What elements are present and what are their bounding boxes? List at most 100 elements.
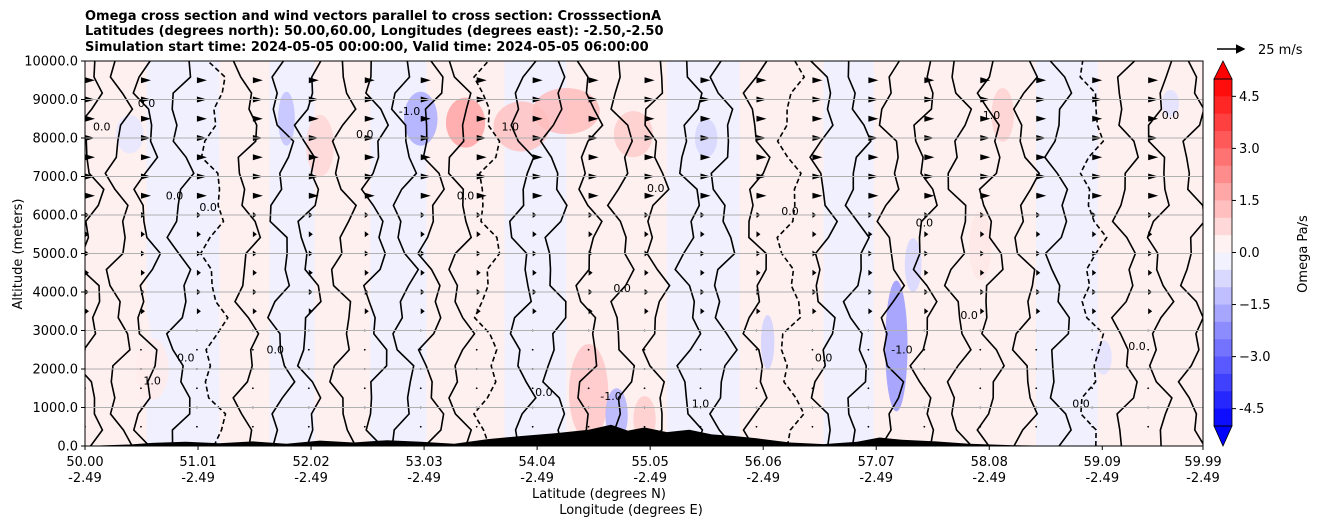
quiver-key-label: 25 m/s xyxy=(1258,43,1303,58)
wind-vector xyxy=(308,192,319,199)
colorbar-level xyxy=(1214,96,1232,115)
wind-vector xyxy=(85,269,89,276)
x-tick-label-lat: 53.03 xyxy=(405,455,442,470)
wind-vector xyxy=(420,192,431,199)
wind-vector xyxy=(1035,348,1038,351)
wind-vector xyxy=(364,269,369,276)
colorbar-level xyxy=(1214,131,1232,149)
colorbar-level xyxy=(1214,217,1232,236)
wind-vector xyxy=(251,348,254,351)
colorbar-tick-label: 3.0 xyxy=(1239,142,1260,157)
wind-vector xyxy=(588,192,599,199)
wind-vector xyxy=(308,154,319,161)
x-tick-label-lat: 55.05 xyxy=(632,455,669,470)
wind-vector xyxy=(420,269,425,276)
y-tick-label: 9000.0 xyxy=(33,93,79,108)
wind-vector xyxy=(1092,269,1097,276)
contour-label: 1.0 xyxy=(983,109,1001,122)
wind-vector xyxy=(1147,387,1150,390)
contour-label: 0.0 xyxy=(356,128,374,141)
wind-vector xyxy=(1036,192,1047,199)
x-tick-label-lat: 54.04 xyxy=(519,455,556,470)
wind-vector xyxy=(1092,154,1103,161)
wind-vector xyxy=(252,77,263,84)
wind-vector xyxy=(363,348,366,351)
wind-vector xyxy=(252,115,263,122)
wind-vector xyxy=(587,425,590,428)
wind-vector xyxy=(196,115,207,122)
wind-vector xyxy=(476,154,487,161)
x-tick-label-lon: -2.49 xyxy=(972,471,1006,486)
wind-vector xyxy=(363,387,366,390)
colorbar-level xyxy=(1214,356,1232,375)
wind-vector xyxy=(868,308,873,315)
wind-vector xyxy=(1147,348,1150,351)
wind-vector xyxy=(1036,231,1041,238)
colorbar-level xyxy=(1214,113,1232,132)
wind-vector xyxy=(812,308,817,315)
wind-vector xyxy=(531,348,534,351)
wind-vector xyxy=(1091,348,1094,351)
x-tick-label-lat: 51.01 xyxy=(179,455,216,470)
colorbar-max-extend xyxy=(1213,60,1233,80)
contour-label: 0.0 xyxy=(647,182,665,195)
colorbar-level xyxy=(1214,321,1232,340)
wind-vector xyxy=(252,192,263,199)
wind-vector xyxy=(140,231,145,238)
wind-vector xyxy=(924,269,929,276)
wind-vector xyxy=(756,269,761,276)
y-tick-label: 8000.0 xyxy=(33,132,79,147)
wind-vector xyxy=(420,115,431,122)
wind-vector xyxy=(811,387,814,390)
y-tick-label: 0.0 xyxy=(57,440,78,455)
wind-vector xyxy=(700,115,711,122)
wind-vector xyxy=(700,77,711,84)
wind-vector xyxy=(532,269,537,276)
contour-label: 0.0 xyxy=(613,282,631,295)
wind-vector xyxy=(364,231,369,238)
wind-vector xyxy=(252,154,263,161)
wind-vector xyxy=(196,387,198,390)
wind-vector xyxy=(699,348,702,351)
colorbar-level xyxy=(1214,252,1232,271)
contour-label: 0.0 xyxy=(815,351,833,364)
wind-vector xyxy=(867,348,870,351)
wind-vector xyxy=(811,425,814,428)
wind-vector xyxy=(196,269,201,276)
x-tick-label-lat: 58.08 xyxy=(971,455,1008,470)
wind-vector xyxy=(588,154,599,161)
wind-vector xyxy=(308,115,319,122)
wind-vector xyxy=(140,308,145,315)
wind-vector xyxy=(308,269,313,276)
wind-vector xyxy=(979,348,982,351)
wind-vector xyxy=(1035,387,1038,390)
x-tick-label-lat: 56.06 xyxy=(745,455,782,470)
wind-vector xyxy=(252,231,257,238)
wind-vector xyxy=(979,387,982,390)
wind-vector xyxy=(812,231,817,238)
wind-vector xyxy=(85,231,89,238)
chart-title-line-2: Latitudes (degrees north): 50.00,60.00, … xyxy=(85,24,664,39)
wind-vector xyxy=(924,231,929,238)
colorbar-label: Omega Pa/s xyxy=(1296,215,1311,293)
wind-vector xyxy=(140,192,151,199)
wind-vector xyxy=(1148,77,1159,84)
wind-vector xyxy=(532,192,543,199)
wind-vector xyxy=(868,115,879,122)
colorbar-tick-label: 4.5 xyxy=(1239,90,1260,105)
contour-label: 0.0 xyxy=(177,351,195,364)
wind-vector xyxy=(364,192,375,199)
colorbar-level xyxy=(1214,148,1232,167)
wind-vector xyxy=(1092,308,1097,315)
wind-vector xyxy=(532,115,543,122)
x-tick-label-lon: -2.49 xyxy=(407,471,441,486)
wind-vector xyxy=(812,77,823,84)
wind-vector xyxy=(980,192,991,199)
x-tick-label-lon: -2.49 xyxy=(68,471,102,486)
wind-vector xyxy=(1092,115,1103,122)
colorbar-level xyxy=(1214,408,1232,427)
wind-vector xyxy=(364,115,375,122)
wind-vector xyxy=(85,77,95,84)
wind-vector xyxy=(419,348,422,351)
